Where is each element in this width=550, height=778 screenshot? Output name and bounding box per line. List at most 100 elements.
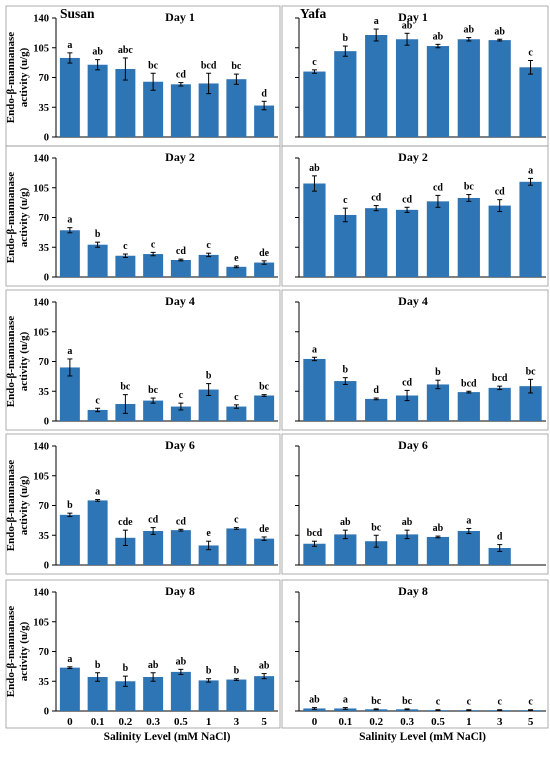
panel-yafa-day8-xtick-label: 0.2	[369, 716, 383, 728]
panel-yafa-day4-significance-label: b	[435, 367, 441, 378]
panel-yafa-day2-border	[281, 145, 549, 287]
panel-susan-day6-ytick-label: 0	[44, 561, 49, 572]
panel-yafa-day2-bar	[519, 181, 542, 277]
panel-susan-day6-title: Day 6	[165, 438, 195, 452]
panel-susan-day6-significance-label: cde	[118, 517, 133, 528]
panel-susan-day2-significance-label: a	[67, 215, 72, 226]
panel-yafa-day6-bar	[457, 531, 480, 565]
panel-susan-day8-xtick-label: 0.3	[146, 716, 160, 728]
panel-yafa-day6-bar	[426, 536, 450, 565]
panel-susan-day8-significance-label: b	[234, 666, 240, 677]
panel-susan-day1-ytick-label: 70	[39, 73, 50, 84]
panel-yafa-day6-bar	[365, 541, 388, 565]
panel-yafa-day6-significance-label: a	[466, 515, 471, 526]
panel-susan-day1-significance-label: bc	[148, 60, 159, 71]
panel-susan-day4-bar	[87, 409, 108, 421]
panel-yafa-day2-significance-label: a	[528, 165, 533, 176]
panel-yafa-day4-significance-label: bcd	[492, 373, 508, 384]
panel-yafa-day2-bar	[488, 205, 511, 277]
panel-susan-day2-significance-label: c	[123, 241, 128, 252]
panel-susan-day8-bar	[254, 676, 275, 711]
panel-susan-day1-bar	[254, 105, 275, 137]
panel-susan-day6-significance-label: cd	[148, 515, 158, 526]
panel-yafa-day1-bar	[334, 51, 357, 137]
panel-susan-day8-ytick-label: 0	[44, 707, 49, 718]
panel-susan-day6-significance-label: b	[67, 500, 73, 511]
cultivar-label-susan: Susan	[60, 6, 95, 21]
y-axis-label-line2: activity (u/g)	[18, 621, 30, 681]
panel-yafa-day6-significance-label: ab	[433, 523, 444, 534]
panel-susan-day4-bar	[254, 395, 275, 421]
panel-yafa-day6-border	[281, 433, 549, 575]
panel-susan-day1-significance-label: ab	[92, 47, 103, 58]
panel-susan-day8-ytick-label: 35	[39, 677, 50, 688]
panel-susan-day8-xtick-label: 0.5	[174, 716, 188, 728]
panel-susan-day1-bar	[59, 57, 80, 138]
panel-susan-day1-significance-label: bc	[231, 61, 242, 72]
panel-susan-day2-bar	[59, 230, 80, 277]
panel-yafa-day4-border	[281, 289, 549, 431]
panel-susan-day2-significance-label: cd	[176, 246, 186, 257]
panel-yafa-day2-significance-label: bc	[464, 182, 475, 193]
panel-yafa-day8-title: Day 8	[398, 584, 428, 598]
panel-yafa-day1-significance-label: c	[528, 48, 533, 59]
panel-yafa-day2-significance-label: cd	[495, 187, 505, 198]
panel-susan-day8-significance-label: ab	[148, 660, 159, 671]
panel-yafa-day4-significance-label: b	[343, 365, 349, 376]
panel-susan-day1-bar	[226, 79, 247, 137]
panel-susan-day2-border	[5, 145, 281, 287]
panel-susan-day6-significance-label: de	[259, 524, 270, 535]
panel-yafa-day8-significance-label: c	[497, 697, 502, 708]
panel-yafa-day6-significance-label: bcd	[307, 528, 323, 539]
panel-yafa-day1-bar	[303, 71, 326, 137]
y-axis-label-line1: Endo-β-mannanase	[5, 316, 17, 407]
panel-susan-day8-xtick-label: 1	[206, 716, 212, 728]
y-axis-label-line1: Endo-β-mannanase	[5, 606, 17, 697]
panel-susan-day6-ytick-label: 70	[39, 501, 50, 512]
panel-yafa-day4-significance-label: a	[312, 344, 317, 355]
panel-susan-day1-bar	[198, 83, 219, 137]
panel-susan-day1-significance-label: abc	[118, 45, 134, 56]
panel-susan-day6-ytick-label: 140	[33, 442, 49, 453]
panel-susan-day4-bar	[226, 406, 247, 421]
panel-susan-day8-significance-label: a	[67, 654, 72, 665]
panel-susan-day2-ytick-label: 70	[39, 213, 50, 224]
panel-susan-day2-bar	[170, 260, 191, 277]
panel-yafa-day2-significance-label: cd	[371, 193, 381, 204]
panel-yafa-day4-bar	[334, 381, 357, 421]
panel-yafa-day8-significance-label: c	[467, 697, 472, 708]
panel-susan-day8-ytick-label: 105	[33, 617, 49, 628]
panel-yafa-day6-significance-label: ab	[340, 517, 351, 528]
panel-susan-day2-significance-label: c	[206, 240, 211, 251]
panel-susan-day8-xtick-label: 0	[67, 716, 73, 728]
panel-susan-day2-bar	[143, 254, 164, 277]
panel-yafa-day2-significance-label: cd	[433, 182, 443, 193]
y-axis-label-line2: activity (u/g)	[18, 187, 30, 247]
y-axis-label-line1: Endo-β-mannanase	[5, 172, 17, 263]
panel-susan-day4-ytick-label: 105	[33, 327, 49, 338]
panel-susan-day8-border	[5, 579, 281, 729]
panel-susan-day8-xtick-label: 3	[234, 716, 240, 728]
panel-yafa-day8-xtick-label: 3	[497, 716, 503, 728]
panel-susan-day8-bar	[226, 679, 247, 711]
panel-yafa-day8-xtick-label: 0.3	[400, 716, 414, 728]
panel-susan-day1-significance-label: a	[67, 40, 72, 51]
panel-susan-day2-ytick-label: 0	[44, 273, 49, 284]
panel-yafa-day2-title: Day 2	[398, 150, 428, 164]
panel-yafa-day6-significance-label: d	[497, 532, 503, 543]
panel-susan-day1-significance-label: cd	[176, 70, 186, 81]
panel-susan-day8-xtick-label: 0.1	[91, 716, 105, 728]
panel-susan-day6-bar	[198, 545, 219, 565]
panel-yafa-day8-significance-label: a	[343, 695, 348, 706]
panel-susan-day2-title: Day 2	[165, 150, 195, 164]
panel-susan-day6-bar	[170, 530, 191, 565]
panel-susan-day4-bar	[59, 367, 80, 421]
panel-yafa-day4-significance-label: bcd	[461, 378, 477, 389]
panel-yafa-day2-bar	[334, 214, 357, 277]
panel-yafa-day1-significance-label: c	[312, 57, 317, 68]
panel-yafa-day2-significance-label: cd	[402, 194, 412, 205]
panel-susan-day4-ytick-label: 140	[33, 298, 49, 309]
panel-susan-day4-ytick-label: 35	[39, 387, 50, 398]
